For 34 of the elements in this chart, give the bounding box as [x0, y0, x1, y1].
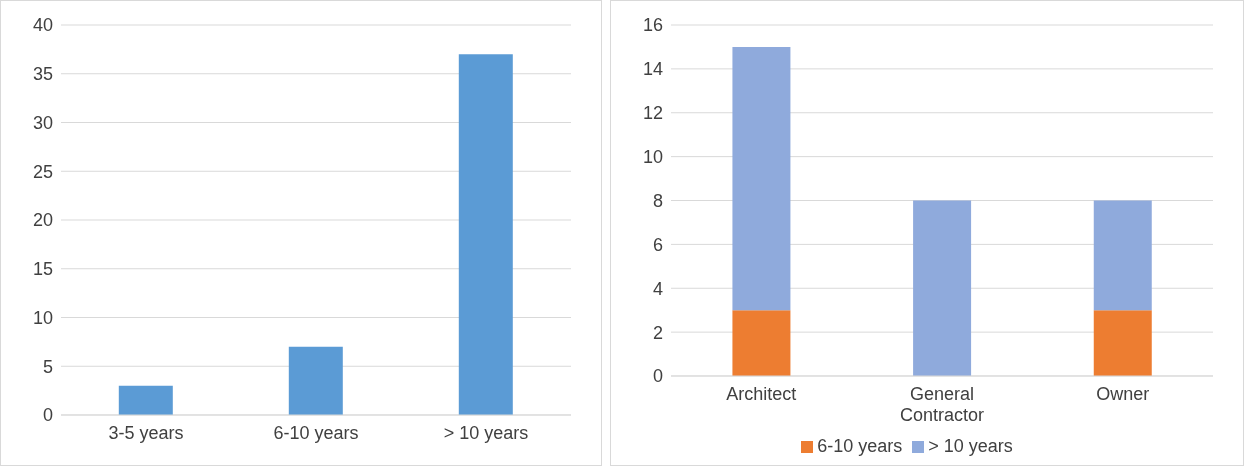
bar [1093, 310, 1152, 376]
x-tick-label: Architect [726, 384, 797, 404]
y-tick-label: 0 [652, 366, 663, 387]
y-tick-label: 14 [642, 59, 663, 80]
x-tick-label: 6-10 years [273, 423, 359, 443]
y-tick-label: 5 [42, 356, 53, 377]
y-tick-label: 16 [642, 15, 663, 36]
y-tick-label: 25 [32, 161, 53, 182]
bar [288, 346, 343, 415]
bar [732, 46, 791, 311]
y-tick-label: 20 [32, 210, 53, 231]
legend-label: > 10 years [928, 436, 1013, 456]
y-tick-label: 8 [652, 190, 663, 211]
bar [913, 200, 972, 376]
y-tick-label: 2 [652, 322, 663, 343]
x-tick-label: 3-5 years [108, 423, 184, 443]
y-tick-label: 12 [642, 103, 663, 124]
y-tick-label: 35 [32, 64, 53, 85]
bar [118, 385, 173, 415]
x-tick-label: > 10 years [443, 423, 529, 443]
y-tick-label: 0 [42, 405, 53, 426]
bar [458, 54, 513, 415]
y-tick-label: 30 [32, 112, 53, 133]
bar [732, 310, 791, 376]
legend-label: 6-10 years [817, 436, 903, 456]
y-tick-label: 10 [642, 147, 663, 168]
y-tick-label: 10 [32, 307, 53, 328]
y-tick-label: 15 [32, 259, 53, 280]
x-tick-label: Owner [1096, 384, 1150, 404]
y-tick-label: 40 [32, 15, 53, 36]
y-tick-label: 6 [652, 234, 663, 255]
bar [1093, 200, 1152, 311]
y-tick-label: 4 [652, 278, 663, 299]
x-tick-label: General Contractor [899, 384, 985, 425]
